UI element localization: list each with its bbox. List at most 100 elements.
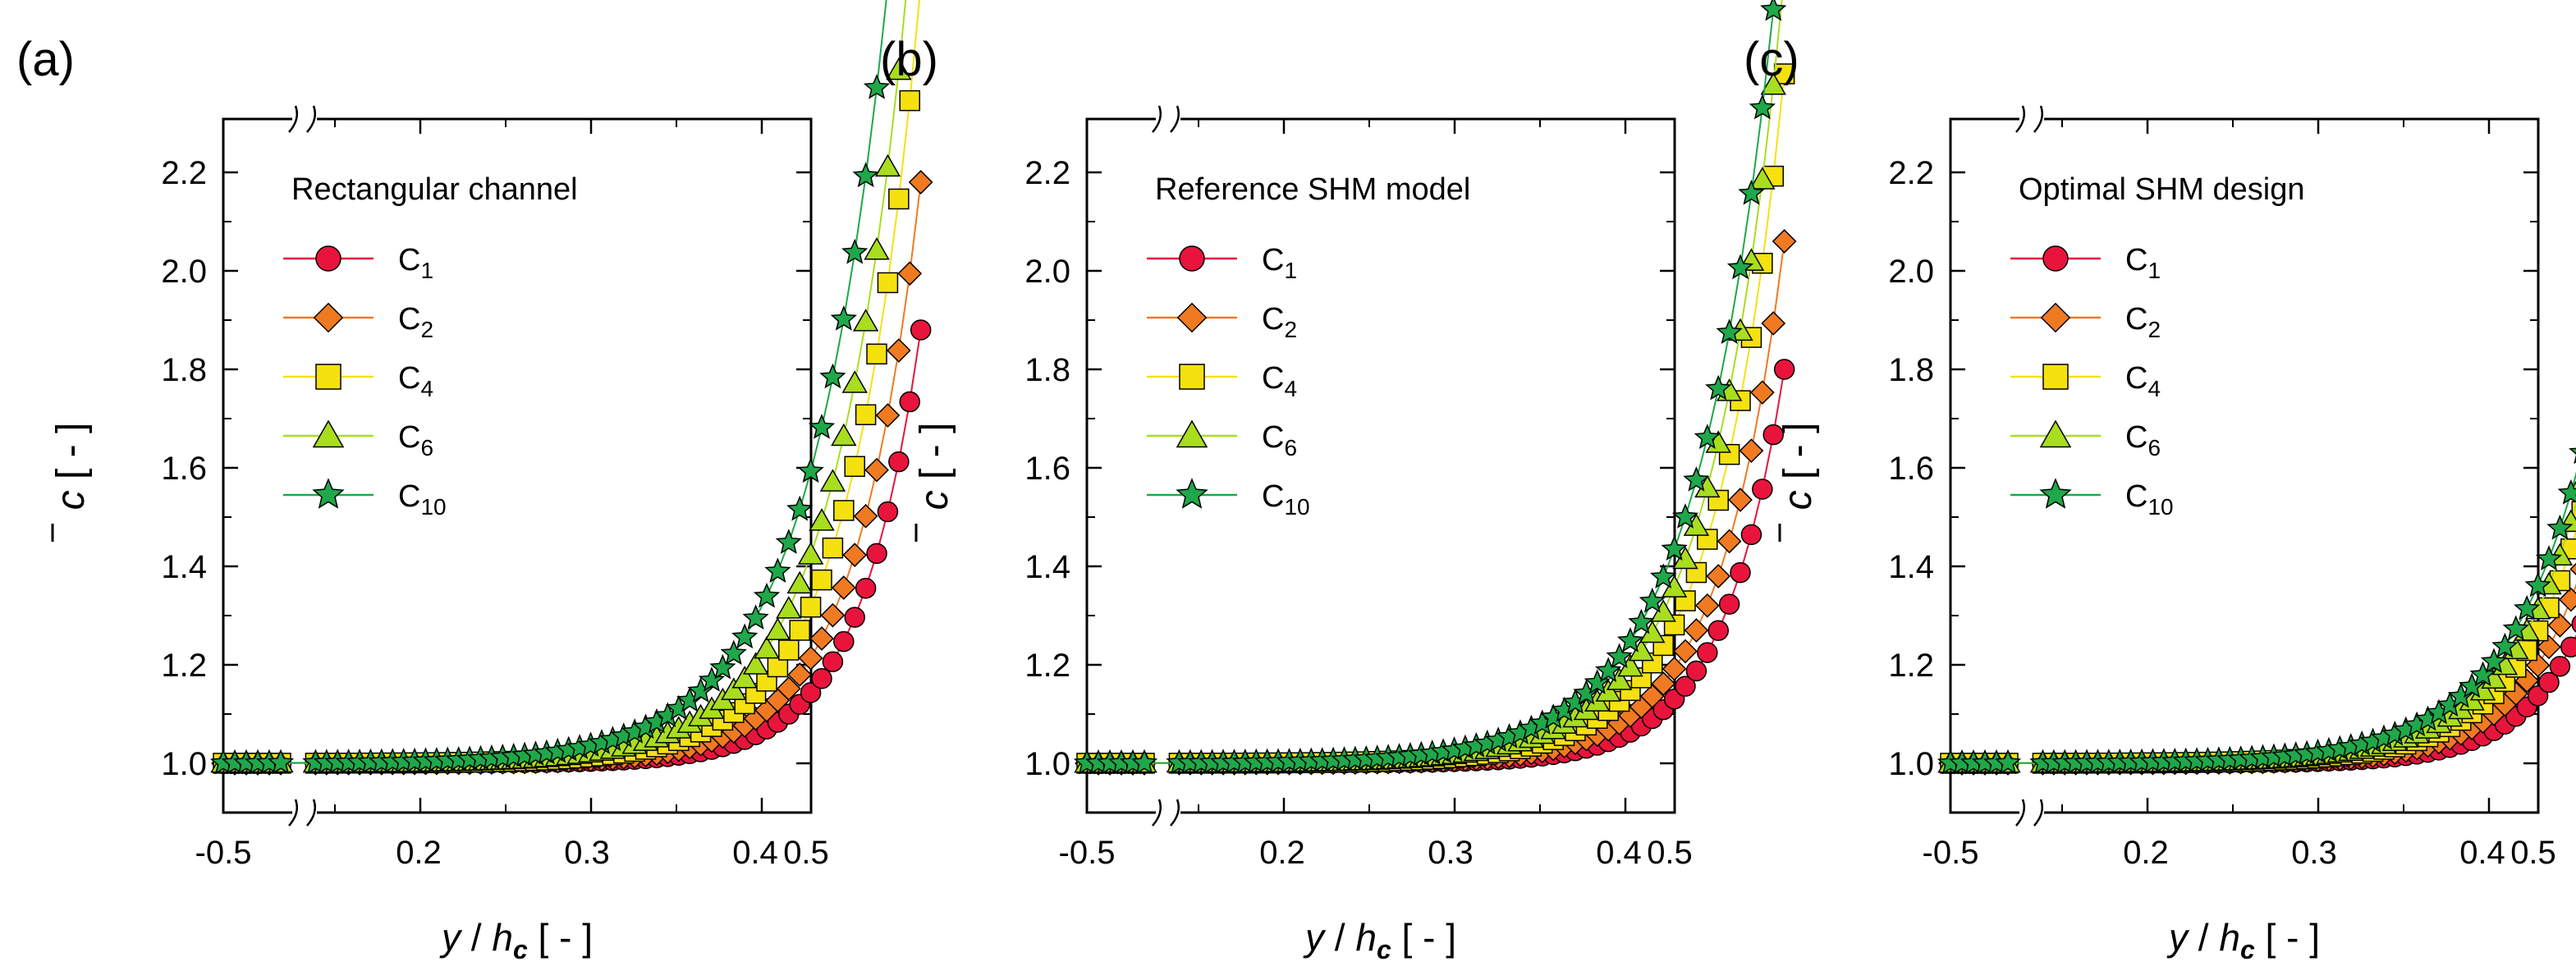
- axis-break-mark: [288, 105, 316, 133]
- data-point: [809, 626, 834, 651]
- x-tick-label: 0.4: [1596, 835, 1642, 871]
- series-C10: [1937, 447, 2576, 775]
- data-point: [731, 666, 758, 689]
- axis-break-mark: [2015, 105, 2043, 133]
- data-point: [841, 370, 868, 393]
- series-C10: [1073, 0, 1787, 775]
- data-point: [897, 261, 923, 286]
- data-point: [1760, 71, 1786, 95]
- data-point: [1661, 535, 1688, 561]
- x-tick-label: 0.3: [2291, 835, 2337, 871]
- data-point: [1773, 359, 1795, 380]
- data-point: [1651, 671, 1676, 696]
- legend-item: C4: [1147, 361, 1297, 401]
- data-point: [2546, 514, 2574, 540]
- y-tick-label: 1.0: [1888, 746, 1934, 782]
- y-tick-label: 1.2: [1888, 648, 1934, 684]
- x-tick-label: 0.5: [783, 835, 829, 871]
- data-point: [841, 238, 869, 264]
- chart-panel: (b) 1.0 1.2 1.4 1.6 1.8 2.0 2.2 -0.5 0.2 0.3 0.4 0.5…: [880, 0, 1797, 964]
- data-point: [1650, 563, 1677, 589]
- legend-label: C10: [2125, 479, 2174, 520]
- legend-marker: [2039, 478, 2072, 509]
- chart-title: Reference SHM model: [1155, 172, 1470, 207]
- data-point: [2569, 562, 2576, 575]
- data-point: [2569, 447, 2576, 465]
- legend-label: C4: [2125, 361, 2161, 401]
- data-point: [1728, 488, 1753, 512]
- data-point: [1707, 620, 1729, 642]
- x-axis-label: y / hc [ - ]: [2166, 916, 2320, 964]
- x-tick-label: -0.5: [1059, 835, 1116, 871]
- panel-label: (c): [1744, 33, 1799, 86]
- data-point: [1671, 503, 1699, 529]
- data-point: [863, 74, 891, 99]
- legend-marker: [315, 364, 341, 390]
- legend-marker: [2040, 302, 2071, 333]
- x-tick-label: 0.3: [1428, 835, 1474, 871]
- legend-label: C1: [1262, 243, 1297, 283]
- y-tick-label: 1.2: [1024, 648, 1070, 684]
- data-point: [844, 456, 865, 478]
- data-point: [2514, 594, 2541, 621]
- data-point: [2535, 545, 2563, 570]
- legend-marker: [1176, 478, 1208, 509]
- data-point: [830, 305, 857, 331]
- y-tick-label: 2.0: [161, 254, 207, 290]
- data-point: [888, 451, 910, 473]
- data-point: [731, 623, 759, 649]
- legend-label: C4: [1262, 361, 1297, 401]
- y-tick-label: 2.2: [1888, 155, 1934, 191]
- legend-marker: [1176, 419, 1208, 448]
- x-tick-label: 0.2: [396, 835, 442, 871]
- data-point: [797, 542, 824, 565]
- data-point: [789, 620, 810, 641]
- data-point: [910, 319, 932, 341]
- data-point: [1740, 524, 1762, 546]
- data-point: [1694, 593, 1720, 618]
- data-point: [2547, 613, 2573, 638]
- data-point: [1738, 179, 1765, 205]
- data-point: [698, 666, 726, 692]
- legend-marker: [313, 302, 344, 333]
- legend-label: C2: [398, 302, 433, 342]
- data-point: [1616, 627, 1644, 653]
- x-tick-label: 0.4: [2459, 835, 2505, 871]
- data-point: [1726, 254, 1754, 280]
- data-point: [1717, 529, 1742, 554]
- data-point: [1584, 669, 1611, 694]
- data-point: [820, 602, 846, 628]
- data-point: [786, 570, 813, 594]
- data-point: [855, 577, 877, 599]
- y-tick-label: 1.4: [1024, 549, 1070, 585]
- legend-marker: [312, 478, 345, 509]
- data-point: [2538, 671, 2560, 694]
- data-point: [798, 646, 823, 671]
- data-point: [1673, 639, 1698, 664]
- data-point: [1675, 675, 1696, 697]
- svg-text:c [ - ]: c [ - ]: [1776, 423, 1820, 511]
- data-point: [1994, 749, 2022, 775]
- data-point: [819, 469, 846, 492]
- y-axis-label: c [ - ]: [1776, 423, 1820, 542]
- data-point: [822, 537, 844, 559]
- data-point: [844, 607, 865, 628]
- data-point: [899, 89, 920, 112]
- data-point: [852, 309, 879, 332]
- y-tick-label: 1.2: [161, 648, 207, 684]
- legend-marker: [312, 419, 345, 448]
- data-point: [811, 667, 832, 689]
- data-point: [1685, 660, 1707, 682]
- data-point: [831, 423, 857, 446]
- legend-label: C6: [1262, 420, 1297, 460]
- data-point: [2469, 661, 2496, 687]
- y-tick-label: 1.6: [1888, 451, 1934, 487]
- data-point: [811, 569, 832, 591]
- x-tick-label: 0.4: [732, 835, 778, 871]
- data-point: [754, 635, 780, 659]
- data-point: [1595, 657, 1622, 683]
- data-point: [819, 363, 846, 389]
- x-tick-label: -0.5: [195, 835, 252, 871]
- data-point: [800, 682, 822, 703]
